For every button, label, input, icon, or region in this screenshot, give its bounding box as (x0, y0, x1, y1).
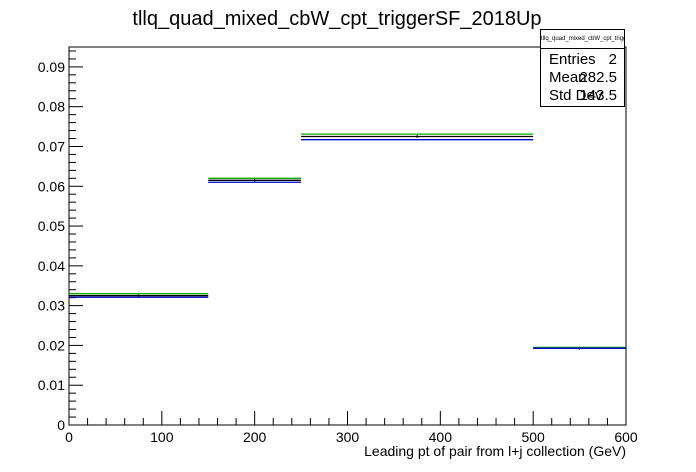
y-tick-label: 0.07 (38, 138, 65, 154)
x-axis-label: Leading pt of pair from l+j collection (… (364, 443, 626, 459)
x-tick-label: 100 (150, 429, 174, 445)
y-tick-label: 0.09 (38, 59, 65, 75)
histogram-series (69, 133, 626, 350)
stats-entries-row: Entries 2 (541, 50, 624, 70)
stats-stddev-row: Std Dev 143.5 (541, 86, 624, 106)
stats-mean-value: 282.5 (579, 69, 617, 86)
stats-stddev-label: Std Dev (549, 87, 603, 104)
x-tick-label: 400 (429, 429, 453, 445)
y-tick-label: 0.01 (38, 377, 65, 393)
y-tick-label: 0 (57, 417, 65, 433)
y-tick-label: 0.02 (38, 337, 65, 353)
y-tick-label: 0.04 (38, 258, 65, 274)
y-tick-label: 0.03 (38, 298, 65, 314)
y-axis: 0 0.01 0.02 0.03 0.04 0.05 0.06 0.07 0.08 0.09 (38, 50, 83, 433)
y-tick-label: 0.08 (38, 99, 65, 115)
stats-mean-row: Mean 282.5 (541, 68, 624, 88)
stats-entries-value: 2 (608, 51, 617, 68)
x-tick-label: 300 (336, 429, 360, 445)
x-axis: 0 100 200 300 400 500 600 (65, 411, 638, 445)
y-tick-label: 0.06 (38, 178, 65, 194)
stats-title: tllq_quad_mixed_cbW_cpt_triggerSF_2018Up (541, 30, 624, 49)
x-tick-label: 200 (243, 429, 267, 445)
stats-stddev-value: 143.5 (579, 87, 617, 104)
x-tick-label: 600 (614, 429, 638, 445)
chart-title: tllq_quad_mixed_cbW_cpt_triggerSF_2018Up (132, 8, 541, 30)
stats-mean-label: Mean (549, 69, 587, 86)
y-tick-label: 0.05 (38, 218, 65, 234)
stats-entries-label: Entries (549, 51, 596, 68)
x-tick-label: 500 (521, 429, 545, 445)
stats-box: tllq_quad_mixed_cbW_cpt_triggerSF_2018Up… (540, 29, 625, 107)
x-tick-label: 0 (65, 429, 73, 445)
